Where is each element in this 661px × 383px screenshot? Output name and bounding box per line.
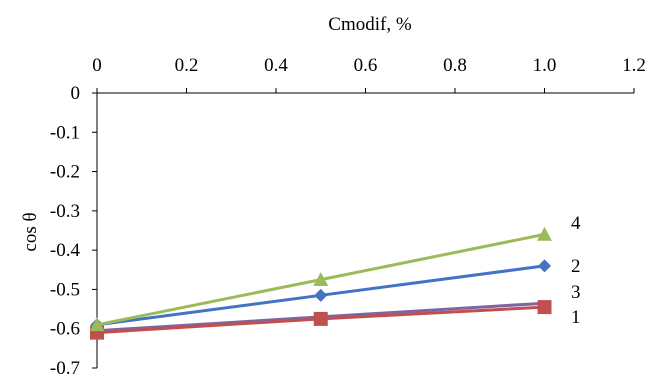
series-2-point: [538, 259, 551, 273]
y-tick-label: -0.6: [50, 319, 80, 340]
x-tick-label: 0.2: [175, 55, 199, 76]
series-2-point: [314, 288, 328, 302]
x-tick-label: 1.2: [622, 55, 646, 76]
x-tick-label: 0.8: [443, 55, 467, 76]
series-labels: 1 2 3 4: [571, 213, 581, 328]
series-group: [89, 226, 552, 340]
series-label-2: 2: [571, 256, 581, 277]
y-tick-label: -0.2: [50, 162, 80, 183]
y-tick-label: -0.1: [50, 122, 80, 143]
y-tick-label: -0.7: [50, 358, 80, 379]
y-tick-label: -0.3: [50, 201, 80, 222]
y-tick-label: -0.4: [50, 240, 81, 261]
series-label-3: 3: [571, 282, 581, 303]
series-4: [89, 226, 552, 332]
y-tick-label: -0.5: [50, 279, 80, 300]
x-axis-title: Cmodif, %: [328, 14, 412, 35]
x-tick-label: 0.4: [264, 55, 288, 76]
x-tick-label: 0.6: [354, 55, 378, 76]
series-4-point: [89, 317, 105, 332]
series-4-point: [313, 272, 329, 286]
x-tick-label: 1.0: [533, 55, 557, 76]
y-axis-title: cos θ: [20, 212, 41, 251]
series-1-point: [537, 300, 552, 315]
series-4-point: [537, 226, 552, 241]
axes: 0 0.2 0.4 0.6 0.8 1.0 1.2 0 -0.1 -0.2 -0.3 -0.4 -0.5…: [50, 55, 646, 379]
series-label-1: 1: [571, 307, 581, 328]
series-label-4: 4: [571, 213, 581, 234]
y-tick-label: 0: [71, 83, 81, 104]
series-1-point: [313, 311, 328, 326]
x-tick-label: 0: [92, 55, 102, 76]
